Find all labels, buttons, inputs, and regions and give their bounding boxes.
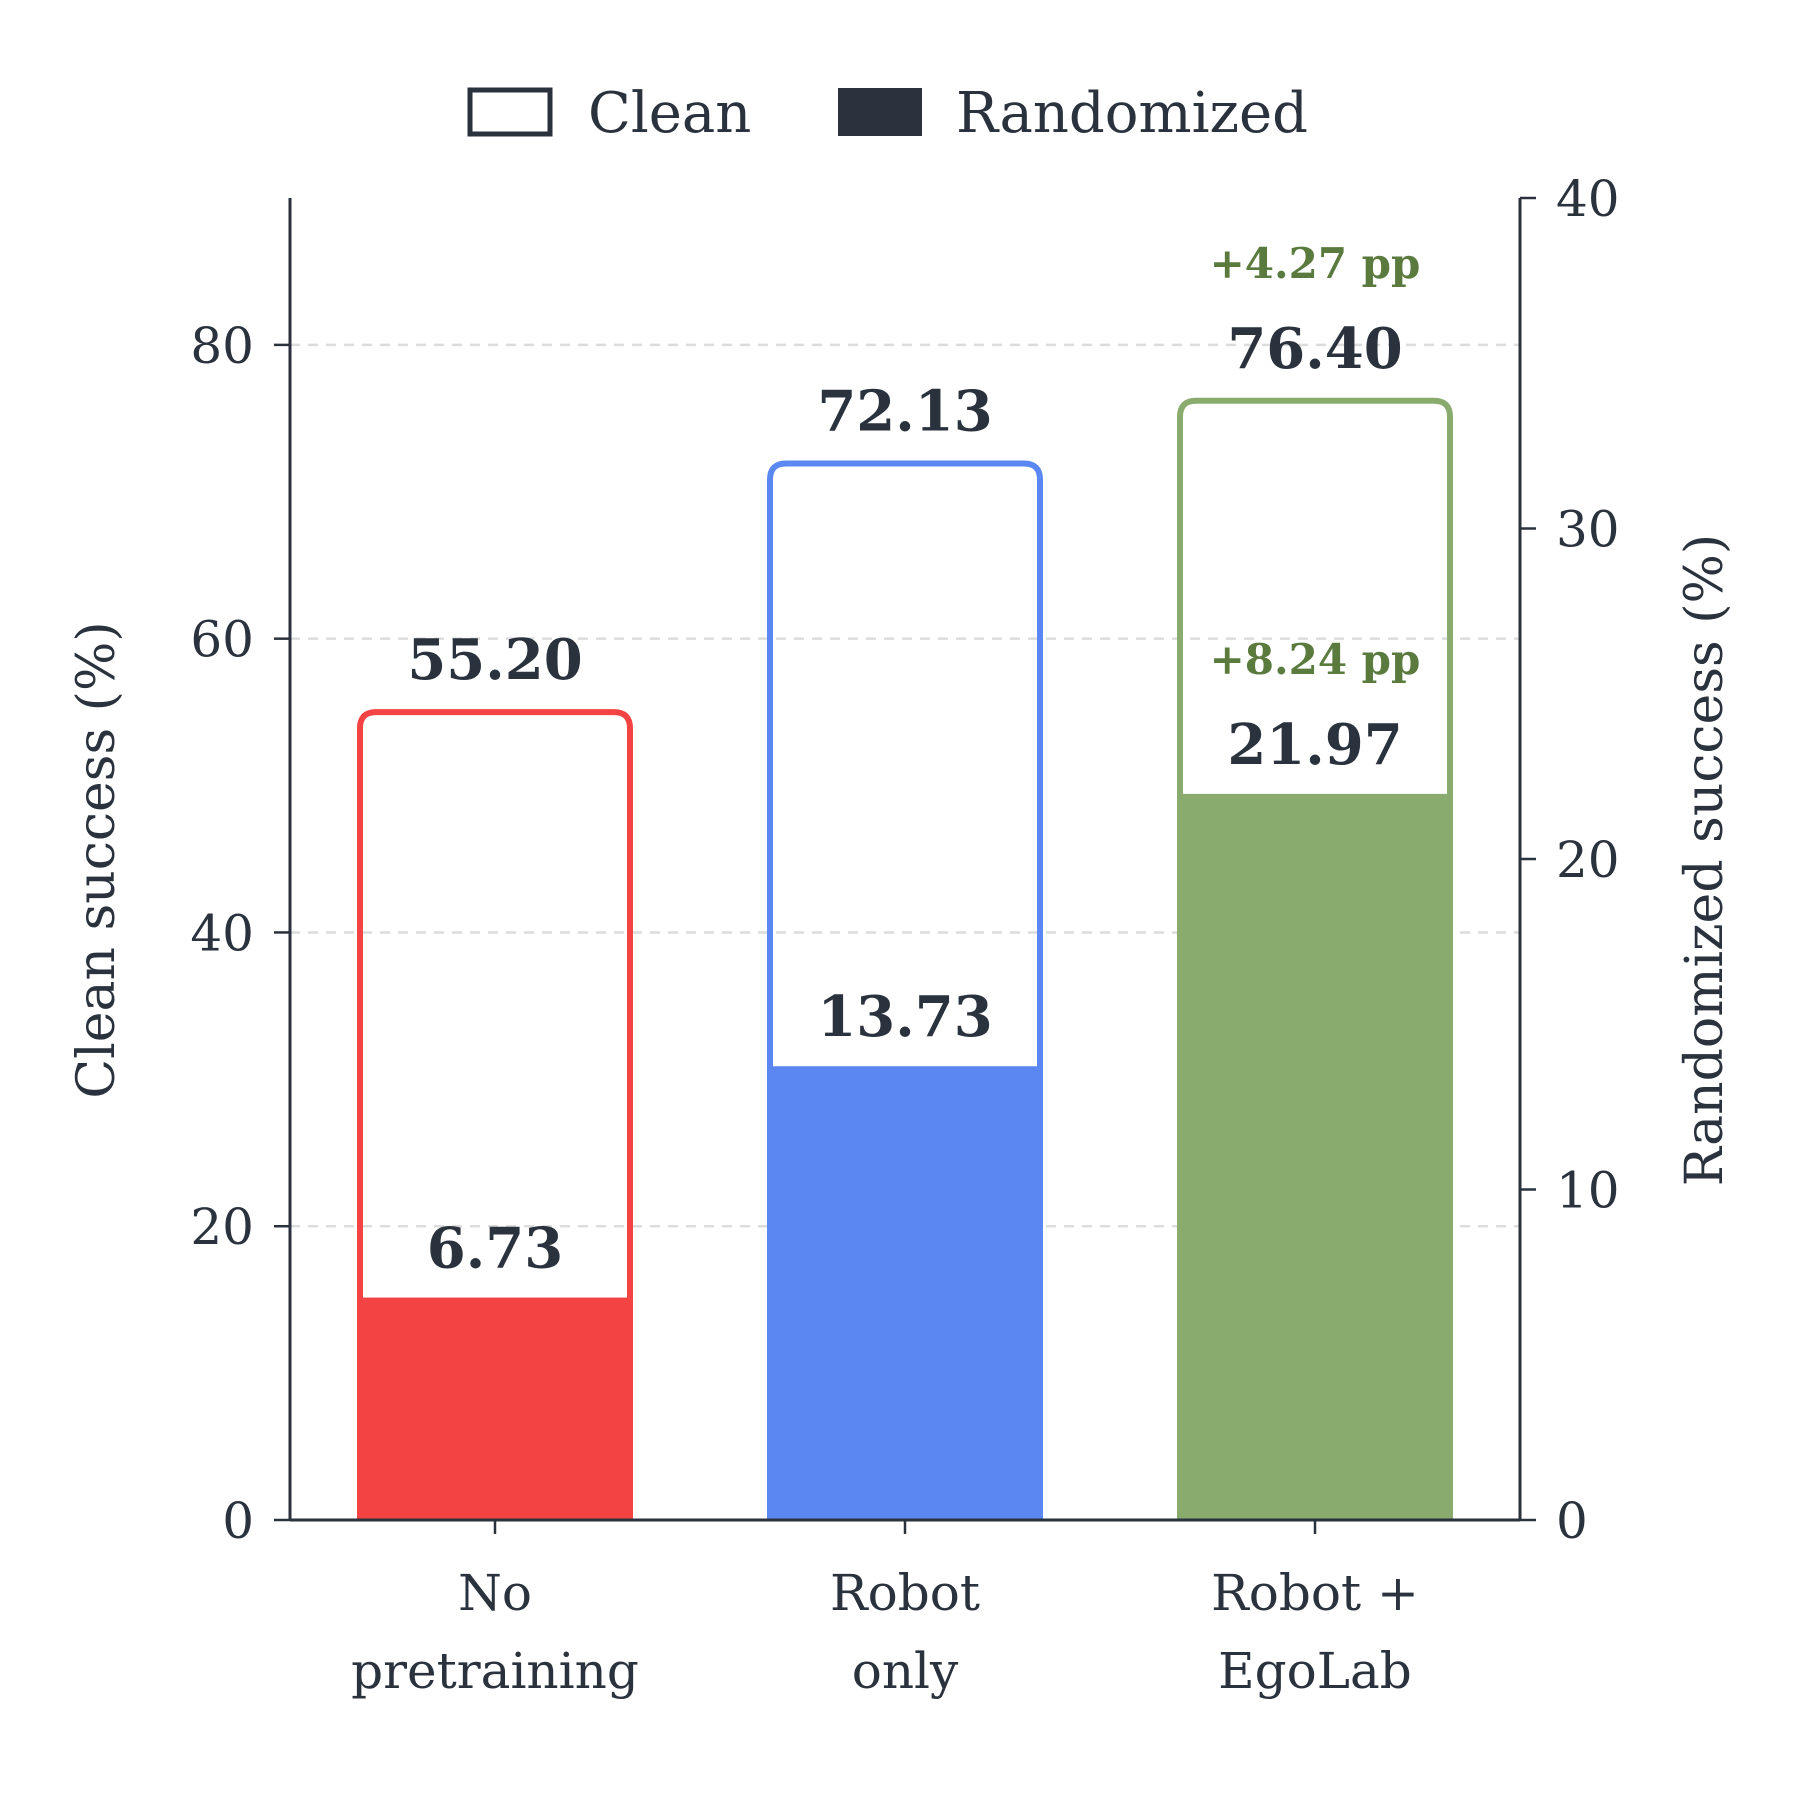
x-tick-label: No — [458, 1564, 532, 1622]
left-y-tick-label: 40 — [190, 904, 254, 962]
right-y-tick-label: 30 — [1556, 501, 1620, 559]
right-y-tick-label: 20 — [1556, 831, 1620, 889]
right-axis-title: Randomized success (%) — [1675, 534, 1735, 1186]
left-y-tick-label: 60 — [190, 611, 254, 669]
left-axis-title: Clean success (%) — [67, 621, 127, 1098]
right-y-tick-label: 10 — [1556, 1162, 1620, 1220]
clean-value-label: 55.20 — [407, 627, 582, 693]
left-y-tick-label: 20 — [190, 1198, 254, 1256]
x-tick-label: Robot — [830, 1564, 980, 1622]
clean-bar — [357, 709, 633, 1520]
bars — [357, 397, 1453, 1520]
randomized-bar — [767, 1066, 1043, 1520]
x-tick-label: Robot + — [1211, 1564, 1419, 1622]
legend: Clean Randomized — [467, 81, 1308, 146]
clean-value-label: 72.13 — [817, 378, 992, 444]
legend-swatch-clean — [467, 87, 553, 137]
legend-swatch-randomized — [838, 88, 922, 136]
randomized-value-label: 6.73 — [427, 1216, 563, 1282]
clean-bar — [1177, 397, 1453, 1520]
x-tick-label: only — [852, 1642, 959, 1700]
axes: No pretraining Robot only Robot + EgoLab 0 20 40… — [190, 170, 1619, 1700]
right-y-tick-label: 40 — [1556, 170, 1620, 228]
clean-value-label: 76.40 — [1227, 316, 1402, 382]
randomized-bar — [357, 1297, 633, 1520]
randomized-value-label: 21.97 — [1227, 712, 1402, 778]
legend-label-clean: Clean — [588, 81, 751, 146]
left-y-tick-label: 0 — [222, 1492, 254, 1550]
delta-annotation: +4.27 pp — [1210, 239, 1421, 288]
x-tick-label: pretraining — [351, 1642, 639, 1700]
randomized-value-label: 13.73 — [817, 984, 992, 1050]
legend-label-randomized: Randomized — [956, 81, 1308, 146]
clean-bar — [767, 460, 1043, 1520]
left-y-tick-label: 80 — [190, 317, 254, 375]
right-y-tick-label: 0 — [1556, 1492, 1588, 1550]
value-labels: 55.20 6.73 72.13 13.73 76.40 21.97 +4.27 pp +8.… — [407, 239, 1420, 1282]
delta-annotation: +8.24 pp — [1210, 635, 1421, 684]
randomized-bar — [1177, 793, 1453, 1520]
x-tick-label: EgoLab — [1218, 1642, 1412, 1700]
